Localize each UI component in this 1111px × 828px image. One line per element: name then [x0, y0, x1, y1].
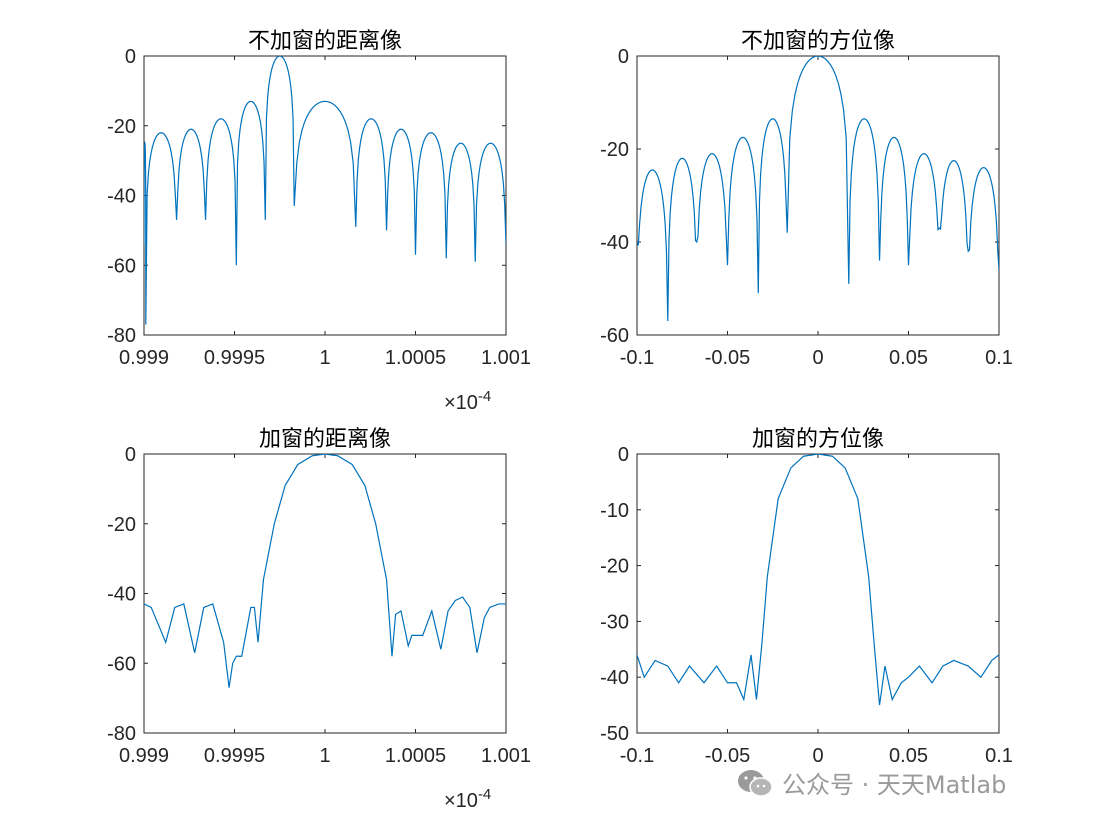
y-tick-label: -40	[107, 584, 136, 606]
x-tick-label: 0.05	[889, 745, 928, 767]
x-tick-label: 0.05	[889, 347, 928, 369]
watermark: 公众号 · 天天Matlab	[736, 765, 1006, 800]
x-exponent-label: ×10-4	[444, 388, 491, 414]
y-tick-label: 0	[125, 46, 136, 68]
y-tick-label: -60	[600, 325, 629, 347]
y-tick-label: -80	[107, 325, 136, 347]
x-tick-label: 0.9995	[204, 745, 265, 767]
x-tick-label: 1.001	[481, 347, 531, 369]
subplot-1: 0.999 0.9995 1 1.0005 1.001 0 -20 -40 -60 -80 不加窗的…	[107, 29, 531, 414]
y-tick-label: -20	[600, 139, 629, 161]
chart-title: 加窗的方位像	[752, 427, 884, 452]
axes-box	[636, 55, 1000, 336]
x-tick-label: 0	[812, 347, 823, 369]
y-tick-label: -40	[107, 186, 136, 208]
x-tick-label: 0.9995	[204, 347, 265, 369]
x-tick-label: 1	[319, 745, 330, 767]
x-tick-label: 0	[812, 745, 823, 767]
x-tick-label: 1.0005	[385, 347, 446, 369]
x-tick-label: 0.1	[985, 745, 1013, 767]
axes-box	[143, 55, 507, 336]
y-tick-label: 0	[618, 444, 629, 466]
y-tick-label: 0	[125, 444, 136, 466]
x-tick-label: 0.1	[985, 347, 1013, 369]
x-tick-label: -0.05	[705, 745, 751, 767]
x-tick-label: -0.05	[705, 347, 751, 369]
y-tick-label: -20	[600, 556, 629, 578]
axes-box	[636, 453, 1000, 734]
y-tick-label: -20	[107, 116, 136, 138]
series-line	[144, 56, 506, 325]
x-tick-label: -0.1	[620, 347, 654, 369]
y-tick-label: 0	[618, 46, 629, 68]
y-tick-label: -60	[107, 255, 136, 277]
wechat-icon	[738, 769, 773, 797]
subplot-2: -0.1 -0.05 0 0.05 0.1 0 -20 -40 -60 不加窗的方位像	[600, 29, 1013, 369]
y-tick-label: -40	[600, 667, 629, 689]
y-tick-label: -30	[600, 611, 629, 633]
y-tick-label: -40	[600, 232, 629, 254]
x-tick-label: 0.999	[119, 347, 169, 369]
y-tick-label: -60	[107, 653, 136, 675]
y-tick-label: -20	[107, 514, 136, 536]
series-line	[637, 454, 999, 706]
x-tick-label: 1.001	[481, 745, 531, 767]
x-tick-label: 1	[319, 347, 330, 369]
chart-title: 不加窗的距离像	[248, 29, 402, 54]
y-tick-label: -80	[107, 723, 136, 745]
watermark-text: 公众号 · 天天Matlab	[782, 771, 1007, 799]
chart-title: 加窗的距离像	[259, 427, 391, 452]
x-tick-label: -0.1	[620, 745, 654, 767]
subplot-3: 0.999 0.9995 1 1.0005 1.001 0 -20 -40 -60 -80 加窗的距…	[107, 427, 531, 812]
x-tick-label: 0.999	[119, 745, 169, 767]
x-tick-label: 1.0005	[385, 745, 446, 767]
x-exponent-label: ×10-4	[444, 786, 491, 812]
y-tick-label: -10	[600, 500, 629, 522]
chart-title: 不加窗的方位像	[741, 29, 895, 54]
series-line	[637, 56, 999, 322]
axes-box	[143, 453, 507, 734]
y-tick-label: -50	[600, 723, 629, 745]
series-line	[144, 454, 506, 688]
subplot-4: -0.1 -0.05 0 0.05 0.1 0 -10 -20 -30 -40 -50 加窗的方位像	[600, 427, 1013, 767]
